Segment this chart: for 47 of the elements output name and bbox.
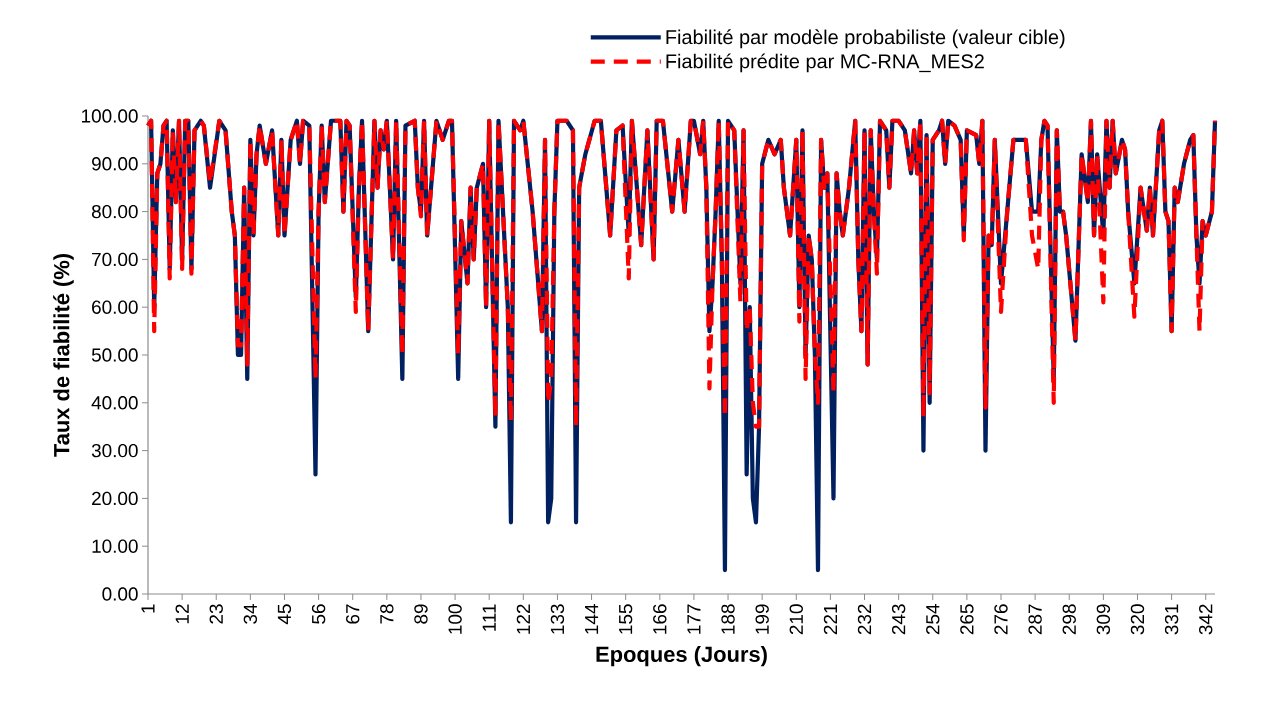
legend-label: Fiabilité par modèle probabiliste (valeur cible) <box>666 29 1065 49</box>
x-tick-label: 111 <box>482 604 496 631</box>
x-tick-label: 342 <box>1199 604 1213 635</box>
x-tick-label: 177 <box>687 604 701 634</box>
x-tick-label: 265 <box>960 604 974 635</box>
y-tick-label: 100.00 <box>82 109 138 123</box>
x-tick-label: 133 <box>550 604 565 634</box>
y-tick-label: 10.00 <box>92 539 138 553</box>
x-tick-label: 287 <box>1028 604 1042 635</box>
x-tick-label: 78 <box>380 604 394 624</box>
x-tick-label: 320 <box>1130 604 1145 635</box>
x-tick-label: 309 <box>1096 604 1111 635</box>
y-tick-label: 80.00 <box>91 204 138 219</box>
x-tick-label: 276 <box>994 604 1008 635</box>
x-tick-label: 298 <box>1062 604 1076 635</box>
x-tick-label: 1 <box>141 604 155 613</box>
y-tick-label: 0.00 <box>102 587 138 601</box>
y-axis-title: Taux de fiabilité (%) <box>53 254 74 457</box>
y-tick-label: 90.00 <box>92 157 138 171</box>
x-tick-label: 331 <box>1164 604 1179 635</box>
x-tick-label: 243 <box>891 604 906 635</box>
x-tick-label: 221 <box>823 604 838 635</box>
x-tick-label: 23 <box>209 604 223 624</box>
x-tick-label: 122 <box>516 604 530 634</box>
x-tick-label: 45 <box>277 604 292 625</box>
y-tick-label: 30.00 <box>91 443 138 458</box>
x-tick-label: 67 <box>346 604 360 624</box>
y-tick-label: 40.00 <box>91 396 138 410</box>
x-axis-title: Epoques (Jours) <box>596 645 767 667</box>
legend-label: Fiabilité prédite par MC-RNA_MES2 <box>666 53 984 73</box>
x-tick-label: 188 <box>721 604 735 634</box>
x-tick-label: 89 <box>414 604 428 624</box>
x-tick-label: 100 <box>448 604 462 634</box>
x-tick-label: 56 <box>311 604 326 624</box>
x-tick-label: 166 <box>653 604 667 634</box>
x-tick-label: 254 <box>926 604 940 635</box>
y-tick-label: 50.00 <box>91 348 138 362</box>
x-tick-label: 210 <box>789 604 803 635</box>
x-tick-label: 232 <box>857 604 872 635</box>
x-tick-label: 34 <box>243 604 258 624</box>
y-tick-label: 70.00 <box>92 252 138 267</box>
x-tick-label: 12 <box>175 604 189 624</box>
y-tick-label: 60.00 <box>92 300 138 314</box>
x-tick-label: 199 <box>755 604 769 634</box>
y-tick-label: 20.00 <box>92 491 138 506</box>
x-tick-label: 155 <box>619 604 633 634</box>
x-tick-label: 144 <box>585 604 599 634</box>
